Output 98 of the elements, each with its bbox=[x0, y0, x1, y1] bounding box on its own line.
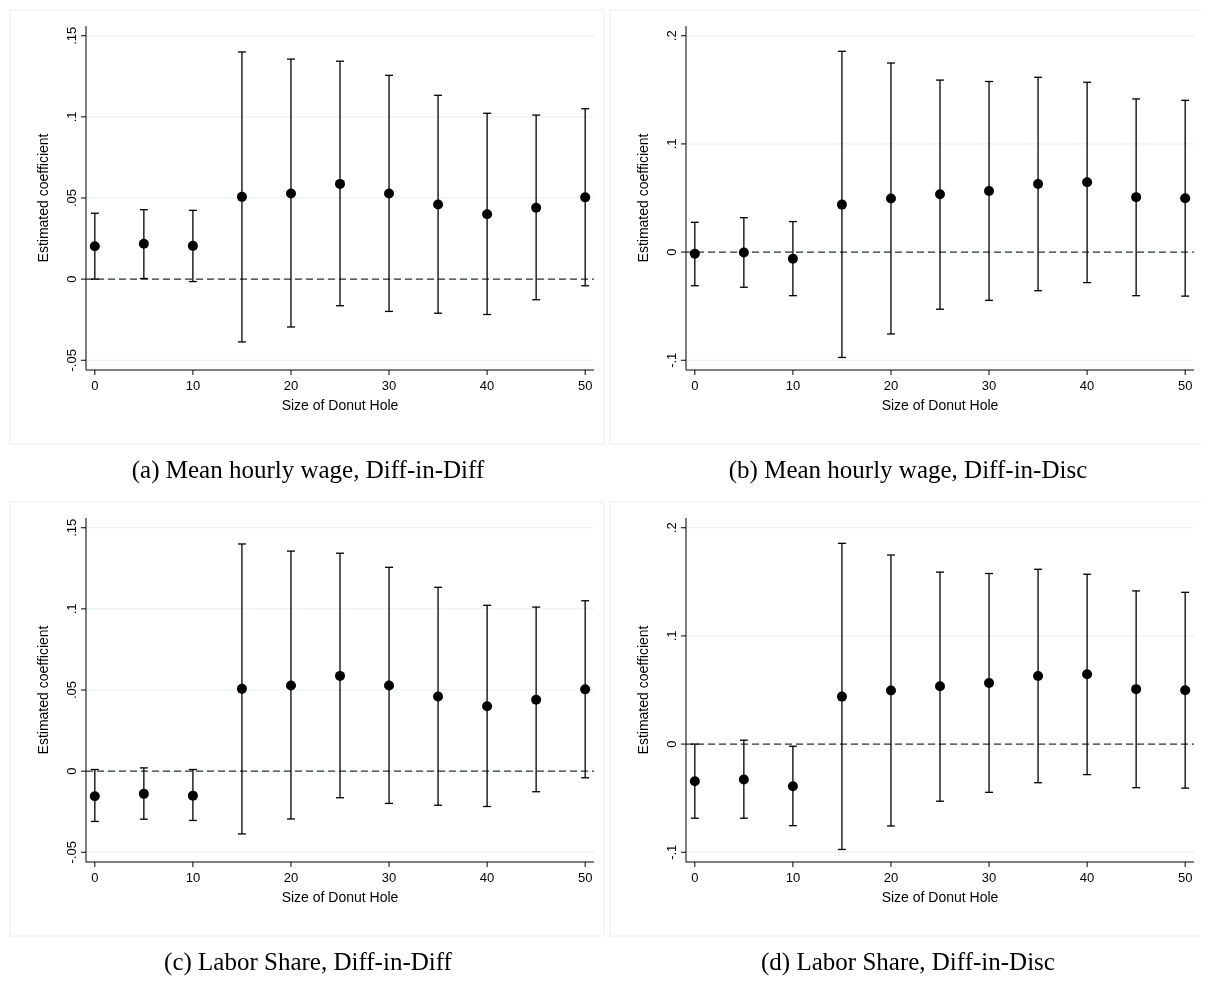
point bbox=[1082, 669, 1093, 680]
point bbox=[836, 691, 847, 702]
point bbox=[236, 191, 247, 202]
point bbox=[384, 188, 395, 199]
x-axis-title: Size of Donut Hole bbox=[281, 889, 399, 905]
x-tick-label: 0 bbox=[691, 378, 699, 393]
y-tick-label: .05 bbox=[64, 680, 79, 700]
point bbox=[1033, 670, 1044, 681]
x-tick-label: 20 bbox=[283, 870, 299, 885]
point bbox=[138, 238, 149, 249]
point bbox=[787, 253, 798, 264]
y-tick-label: .2 bbox=[664, 522, 679, 534]
y-tick-label: 0 bbox=[64, 767, 79, 775]
y-tick-label: -.1 bbox=[664, 844, 679, 860]
y-axis-title: Estimated coefficient bbox=[35, 625, 51, 755]
point bbox=[482, 701, 493, 712]
point bbox=[482, 209, 493, 220]
point bbox=[885, 685, 896, 696]
y-tick-label: .15 bbox=[64, 26, 79, 45]
y-tick-label: .05 bbox=[64, 188, 79, 208]
point bbox=[1033, 178, 1044, 189]
x-tick-label: 20 bbox=[883, 378, 899, 393]
point bbox=[433, 691, 444, 702]
x-tick-label: 10 bbox=[785, 378, 801, 393]
x-axis-title: Size of Donut Hole bbox=[281, 397, 399, 413]
point bbox=[531, 694, 542, 705]
point bbox=[1180, 685, 1191, 696]
x-tick-label: 0 bbox=[91, 378, 99, 393]
x-tick-label: 30 bbox=[981, 378, 997, 393]
point bbox=[384, 680, 395, 691]
y-tick-label: 0 bbox=[64, 275, 79, 283]
x-tick-label: 30 bbox=[381, 378, 397, 393]
point bbox=[1082, 177, 1093, 188]
y-tick-label: -.1 bbox=[664, 352, 679, 368]
y-tick-label: 0 bbox=[664, 740, 679, 748]
point bbox=[984, 678, 995, 689]
point bbox=[1131, 192, 1142, 203]
point bbox=[187, 240, 198, 251]
x-tick-label: 10 bbox=[185, 870, 201, 885]
point bbox=[738, 774, 749, 785]
point bbox=[935, 189, 945, 200]
point bbox=[89, 791, 100, 802]
point bbox=[935, 681, 945, 692]
x-tick-label: 0 bbox=[691, 870, 699, 885]
point bbox=[335, 178, 345, 189]
x-axis-title: Size of Donut Hole bbox=[881, 889, 999, 905]
point bbox=[433, 199, 444, 210]
y-tick-label: .2 bbox=[664, 30, 679, 42]
y-tick-label: .1 bbox=[664, 138, 679, 150]
x-tick-label: 10 bbox=[785, 870, 801, 885]
y-axis-title: Estimated coefficient bbox=[35, 133, 51, 263]
point bbox=[689, 248, 700, 259]
y-tick-label: .15 bbox=[64, 518, 79, 537]
x-tick-label: 40 bbox=[1079, 870, 1095, 885]
y-tick-label: 0 bbox=[664, 248, 679, 256]
text: (d) Labor Share, Diff-in-Disc bbox=[761, 948, 1055, 976]
point bbox=[285, 188, 296, 199]
x-tick-label: 0 bbox=[91, 870, 99, 885]
y-axis-title: Estimated coefficient bbox=[635, 625, 651, 755]
x-tick-label: 30 bbox=[381, 870, 397, 885]
point bbox=[885, 193, 896, 204]
x-tick-label: 10 bbox=[185, 378, 201, 393]
y-tick-label: .1 bbox=[664, 630, 679, 642]
point bbox=[187, 790, 198, 801]
y-tick-label: .1 bbox=[64, 603, 79, 615]
point bbox=[787, 781, 798, 792]
point bbox=[738, 247, 749, 258]
x-tick-label: 50 bbox=[1177, 378, 1193, 393]
text: (a) Mean hourly wage, Diff-in-Diff bbox=[131, 456, 485, 484]
point bbox=[580, 192, 591, 203]
point bbox=[1180, 193, 1191, 204]
y-tick-label: .1 bbox=[64, 111, 79, 123]
text: (c) Labor Share, Diff-in-Diff bbox=[164, 948, 453, 976]
x-tick-label: 40 bbox=[1079, 378, 1095, 393]
x-tick-label: 50 bbox=[577, 870, 593, 885]
point bbox=[1131, 684, 1142, 695]
y-tick-label: -.05 bbox=[64, 349, 79, 372]
point bbox=[236, 683, 247, 694]
x-tick-label: 50 bbox=[577, 378, 593, 393]
y-tick-label: -.05 bbox=[64, 841, 79, 864]
text: (b) Mean hourly wage, Diff-in-Disc bbox=[728, 456, 1088, 484]
y-axis-title: Estimated coefficient bbox=[635, 133, 651, 263]
point bbox=[580, 684, 591, 695]
point bbox=[89, 241, 100, 252]
point bbox=[335, 670, 345, 681]
point bbox=[138, 788, 149, 799]
point bbox=[285, 680, 296, 691]
point bbox=[984, 186, 995, 197]
x-axis-title: Size of Donut Hole bbox=[881, 397, 999, 413]
x-tick-label: 50 bbox=[1177, 870, 1193, 885]
point bbox=[836, 199, 847, 210]
point bbox=[689, 776, 700, 787]
x-tick-label: 20 bbox=[883, 870, 899, 885]
x-tick-label: 20 bbox=[283, 378, 299, 393]
x-tick-label: 40 bbox=[479, 870, 495, 885]
x-tick-label: 40 bbox=[479, 378, 495, 393]
x-tick-label: 30 bbox=[981, 870, 997, 885]
point bbox=[531, 202, 542, 213]
